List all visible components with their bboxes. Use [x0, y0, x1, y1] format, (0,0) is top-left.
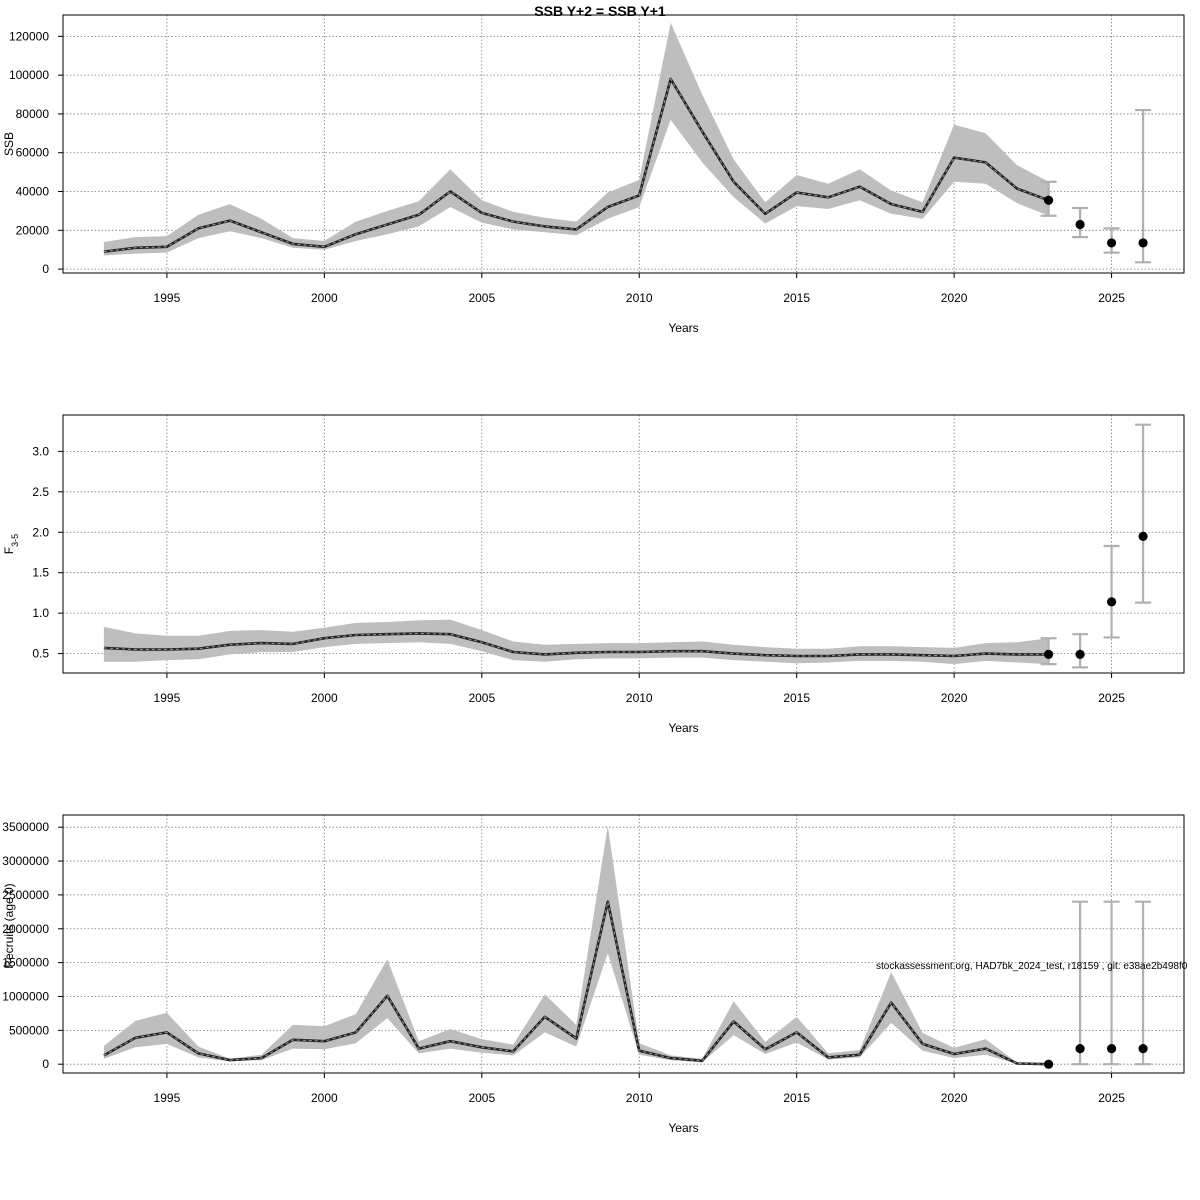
recruits-x-tick-label-2005: 2005: [468, 1091, 495, 1105]
recruits-y-tick-label-2000000: 2000000: [2, 922, 49, 936]
f-estimate-line-dash: [103, 632, 1049, 657]
ssb-x-tick-label-2015: 2015: [783, 291, 810, 305]
f-confidence-band: [103, 619, 1049, 665]
ssb-plot-frame: [62, 14, 1185, 274]
recruits-x-tick-label-2015: 2015: [783, 1091, 810, 1105]
recruits-plot-frame: [62, 814, 1185, 1074]
recruits-y-tick-label-0: 0: [42, 1057, 49, 1071]
f-forecast-point-2023: [1043, 649, 1054, 659]
f-forecast-point-2026: [1138, 531, 1148, 541]
ssb-y-tick-label-0: 0: [42, 262, 49, 276]
ssb-y-tick-label-20000: 20000: [16, 223, 50, 237]
f-y-tick-label-2: 2.0: [32, 525, 49, 539]
ssb-panel: 1995 2000 2005 2010 2015 2020 2025 0 20000 40000 6…: [2, 3, 1185, 335]
f-panel: 1995 2000 2005 2010 2015 2020 2025 0.5 1.0 1.5 2.0…: [2, 414, 1185, 735]
ssb-x-tick-label-1995: 1995: [154, 291, 181, 305]
recruits-x-tick-label-2000: 2000: [311, 1091, 338, 1105]
ssb-x-tick-label-2010: 2010: [626, 291, 653, 305]
recruits-y-tick-label-3000000: 3000000: [2, 854, 49, 868]
ssb-x-tick-label-2005: 2005: [468, 291, 495, 305]
ssb-confidence-band: [103, 22, 1049, 256]
recruits-estimate-line-dash: [103, 901, 1049, 1065]
f-y-tick-label-2.5: 2.5: [32, 485, 49, 499]
ssb-y-axis-label: SSB: [2, 132, 16, 156]
ssb-x-tick-label-2020: 2020: [941, 291, 968, 305]
ssb-forecast-point-2025: [1106, 238, 1117, 248]
ssb-y-tick-label-60000: 60000: [16, 146, 50, 160]
f-x-axis-label: Years: [668, 721, 698, 735]
ssb-x-axis-label: Years: [668, 321, 698, 335]
ssb-forecast-point-2024: [1075, 219, 1085, 230]
recruits-forecast-point-2024: [1075, 1044, 1085, 1054]
f-x-tick-label-2025: 2025: [1098, 691, 1125, 705]
recruits-x-axis-label: Years: [668, 1121, 698, 1135]
f-x-tick-label-2010: 2010: [626, 691, 653, 705]
ssb-y-tick-label-100000: 100000: [9, 68, 49, 82]
ssb-x-tick-label-2025: 2025: [1098, 291, 1125, 305]
f-x-tick-label-1995: 1995: [154, 691, 181, 705]
recruits-y-tick-label-1500000: 1500000: [2, 956, 49, 970]
ssb-x-tick-label-2000: 2000: [311, 291, 338, 305]
recruits-x-tick-label-2010: 2010: [626, 1091, 653, 1105]
f-y-axis-label: F3-5: [2, 534, 20, 554]
recruits-forecast-point-2023: [1043, 1059, 1054, 1069]
ssb-y-tick-label-80000: 80000: [16, 107, 50, 121]
recruits-x-tick-label-2025: 2025: [1098, 1091, 1125, 1105]
f-forecast-point-2025: [1106, 597, 1117, 607]
recruits-confidence-band: [103, 825, 1049, 1065]
recruits-y-tick-label-500000: 500000: [9, 1023, 49, 1037]
ssb-forecast-point-2023: [1043, 195, 1054, 205]
f-y-tick-label-1: 1.0: [32, 606, 49, 620]
f-y-axis-label-subscript: 3-5: [10, 534, 20, 547]
recruits-panel: 1995 2000 2005 2010 2015 2020 2025 0 500000 10000…: [2, 814, 1185, 1135]
recruits-x-tick-label-2020: 2020: [941, 1091, 968, 1105]
f-forecast-point-2024: [1075, 649, 1085, 659]
ssb-y-tick-label-120000: 120000: [9, 29, 49, 43]
f-x-tick-label-2000: 2000: [311, 691, 338, 705]
f-x-tick-label-2020: 2020: [941, 691, 968, 705]
f-y-tick-label-0.5: 0.5: [32, 647, 49, 661]
f-x-tick-label-2015: 2015: [783, 691, 810, 705]
recruits-y-tick-label-1000000: 1000000: [2, 989, 49, 1003]
f-x-tick-label-2005: 2005: [468, 691, 495, 705]
ssb-y-tick-label-40000: 40000: [16, 185, 50, 199]
f-y-tick-label-3: 3.0: [32, 444, 49, 458]
recruits-forecast-point-2025: [1106, 1044, 1117, 1054]
recruits-x-tick-label-1995: 1995: [154, 1091, 181, 1105]
recruits-y-axis-label: Recruits (age 0): [2, 883, 16, 968]
recruits-forecast-point-2026: [1138, 1044, 1148, 1054]
ssb-chart-title: SSB Y+2 = SSB Y+1: [534, 3, 666, 19]
recruits-y-tick-label-2500000: 2500000: [2, 888, 49, 902]
f-y-tick-label-1.5: 1.5: [32, 566, 49, 580]
f-plot-frame: [62, 414, 1185, 674]
watermark: stockassessment.org, HAD7bk_2024_test, r…: [876, 961, 1188, 972]
recruits-y-tick-label-3500000: 3500000: [2, 820, 49, 834]
ssb-estimate-line-dash: [103, 77, 1049, 253]
ssb-forecast-point-2026: [1138, 238, 1148, 248]
